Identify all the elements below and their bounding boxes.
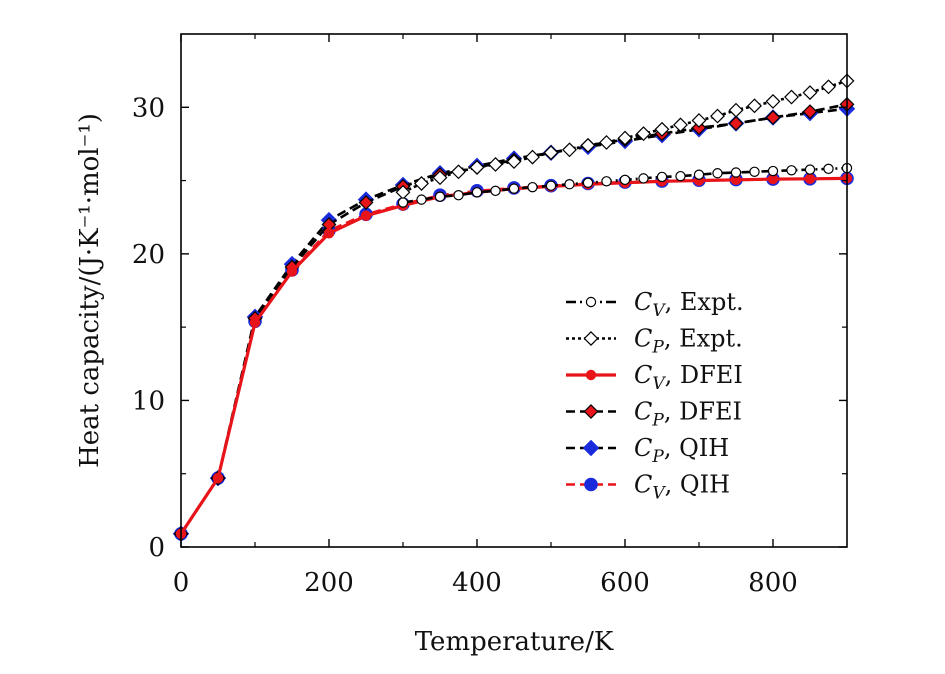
- data-point-marker: [693, 169, 705, 180]
- x-axis-title: Temperature/K: [415, 627, 614, 657]
- data-point-marker: [469, 159, 485, 175]
- data-point-marker: [802, 104, 818, 120]
- data-point-marker: [802, 85, 818, 101]
- series-1: [395, 73, 855, 200]
- data-point-marker: [286, 266, 298, 277]
- data-point-marker: [585, 296, 597, 308]
- x-tick-label: 200: [304, 568, 354, 598]
- data-point-marker: [656, 171, 668, 183]
- data-point-marker: [765, 110, 781, 125]
- data-point-marker: [414, 176, 429, 191]
- data-point-marker: [619, 174, 631, 186]
- data-point-marker: [784, 89, 799, 105]
- data-point-marker: [545, 180, 557, 191]
- data-point-marker: [728, 115, 744, 131]
- y-tick-label: 30: [132, 93, 165, 123]
- y-tick-label: 10: [132, 386, 165, 416]
- series-2: [175, 173, 853, 540]
- data-point-marker: [638, 173, 649, 184]
- data-point-marker: [765, 93, 781, 109]
- data-point-marker: [508, 183, 520, 194]
- series-line: [179, 176, 848, 535]
- legend-entry: CV, DFEI: [566, 361, 743, 394]
- data-point-marker: [712, 168, 723, 179]
- data-point-marker: [453, 190, 464, 201]
- plot-frame: [180, 33, 848, 548]
- data-point-marker: [601, 176, 612, 187]
- data-point-marker: [580, 137, 596, 153]
- data-point-marker: [673, 117, 688, 133]
- data-point-marker: [562, 142, 577, 158]
- data-point-marker: [767, 165, 779, 177]
- legend-entry: CP, Expt.: [566, 325, 743, 358]
- data-point-marker: [823, 163, 834, 175]
- y-tick-label: 0: [148, 533, 165, 563]
- data-point-marker: [582, 439, 600, 457]
- data-point-marker: [585, 369, 597, 381]
- x-tick-label: 800: [748, 568, 798, 598]
- data-point-marker: [490, 185, 501, 197]
- y-axis-title: Heat capacity/(J·K⁻¹·mol⁻¹): [75, 113, 105, 468]
- data-point-marker: [471, 187, 483, 198]
- data-point-marker: [584, 477, 598, 492]
- axis-ticks: 0 200 400 600 800 0 10 20 30: [132, 34, 847, 598]
- data-point-marker: [583, 331, 599, 346]
- data-point-marker: [804, 173, 816, 185]
- series-layer: [172, 73, 856, 543]
- data-point-marker: [416, 194, 427, 205]
- data-point-marker: [397, 197, 409, 208]
- data-point-marker: [358, 195, 374, 211]
- data-point-marker: [804, 164, 816, 175]
- legend-label: CV, QIH: [634, 471, 730, 504]
- data-point-marker: [691, 113, 707, 128]
- data-point-marker: [728, 102, 744, 118]
- series-5: [174, 171, 854, 541]
- data-point-marker: [786, 165, 797, 176]
- data-point-marker: [583, 404, 599, 419]
- data-point-marker: [249, 317, 261, 328]
- data-point-marker: [821, 79, 836, 95]
- data-point-marker: [749, 166, 760, 177]
- data-point-marker: [636, 126, 651, 142]
- data-point-marker: [506, 154, 522, 169]
- data-point-marker: [451, 164, 466, 180]
- legend-label: CP, DFEI: [634, 398, 742, 431]
- legend-label: CV, Expt.: [634, 288, 744, 321]
- legend-label: CP, QIH: [634, 434, 729, 467]
- data-point-marker: [434, 191, 446, 202]
- data-point-marker: [730, 167, 742, 178]
- data-point-marker: [710, 108, 725, 124]
- legend-label: CP, Expt.: [634, 325, 743, 358]
- legend-label: CV, DFEI: [634, 361, 743, 394]
- data-point-marker: [599, 135, 614, 150]
- legend-entry: CV, Expt.: [566, 288, 744, 321]
- data-point-marker: [212, 472, 224, 484]
- data-point-marker: [654, 121, 670, 137]
- data-point-marker: [747, 98, 762, 114]
- data-point-marker: [564, 179, 575, 190]
- series-line: [180, 177, 848, 535]
- x-tick-label: 600: [600, 568, 650, 598]
- x-tick-label: 400: [452, 568, 502, 598]
- data-point-marker: [582, 177, 594, 188]
- legend-entry: CV, QIH: [566, 471, 730, 504]
- data-point-marker: [525, 149, 540, 165]
- data-point-marker: [543, 145, 559, 161]
- data-point-marker: [488, 157, 503, 172]
- data-point-marker: [323, 228, 335, 239]
- x-tick-label: 0: [173, 568, 190, 598]
- data-point-marker: [527, 181, 538, 193]
- legend-entry: CP, DFEI: [566, 398, 742, 431]
- data-point-marker: [675, 170, 686, 182]
- data-point-marker: [360, 210, 372, 221]
- data-point-marker: [432, 170, 448, 186]
- y-tick-label: 20: [132, 240, 165, 270]
- data-point-marker: [617, 130, 633, 146]
- legend-entry: CP, QIH: [566, 434, 729, 467]
